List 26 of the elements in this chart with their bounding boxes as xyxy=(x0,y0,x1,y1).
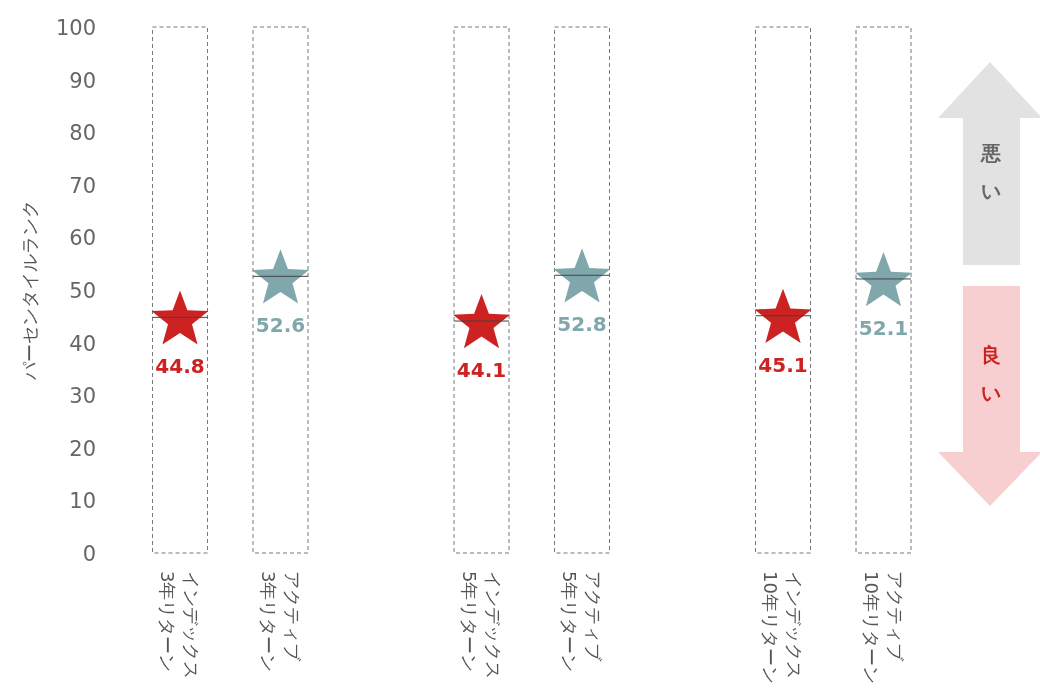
y-tick-label: 20 xyxy=(69,436,96,461)
x-tick-label: アクティブ 10年リターン xyxy=(860,571,906,684)
y-tick-label: 100 xyxy=(55,16,96,40)
y-tick-label: 40 xyxy=(69,331,96,356)
text: 良い xyxy=(981,343,1001,405)
data-label: 45.1 xyxy=(758,352,808,377)
x-tick-label: インデックス 3年リターン xyxy=(157,571,202,679)
y-tick-label: 60 xyxy=(69,226,96,251)
y-tick-label: 10 xyxy=(69,489,96,514)
y-tick-label: 50 xyxy=(69,279,96,303)
x-tick-label: アクティブ 5年リターン xyxy=(559,571,604,673)
x-tick-label: インデックス 10年リターン xyxy=(760,571,805,684)
y-tick-label: 30 xyxy=(69,384,96,409)
data-label: 52.8 xyxy=(557,312,607,337)
y-tick-label: 90 xyxy=(69,68,96,93)
y-tick-label: 80 xyxy=(69,121,96,146)
y-tick-label: 70 xyxy=(69,173,96,198)
y-axis-title: パーセンタイルランク xyxy=(19,200,40,381)
data-label: 52.6 xyxy=(255,313,306,338)
y-tick-label: 0 xyxy=(82,542,96,566)
data-label: 44.8 xyxy=(155,354,205,379)
data-label: 52.1 xyxy=(858,315,909,340)
data-label: 44.1 xyxy=(456,358,507,383)
x-tick-label: インデックス 5年リターン xyxy=(458,571,504,679)
x-tick-label: アクティブ 3年リターン xyxy=(257,571,303,673)
text: 悪い xyxy=(980,141,1001,203)
